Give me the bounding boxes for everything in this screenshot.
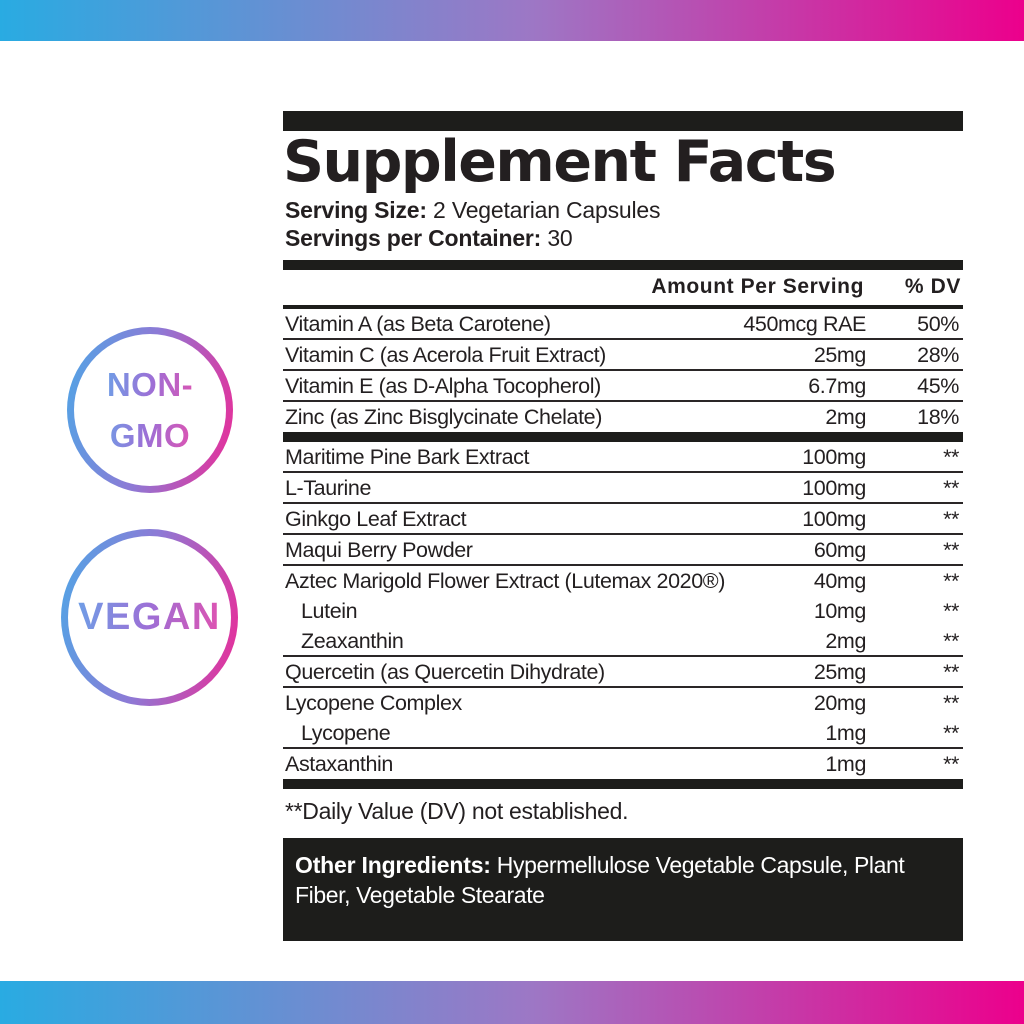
- ingredient-dv: **: [943, 568, 959, 593]
- ingredient-amount: 2mg: [825, 404, 866, 429]
- ingredient-dv: **: [943, 537, 959, 562]
- ingredient-name: L-Taurine: [285, 475, 372, 500]
- ingredient-dv: **: [943, 751, 959, 776]
- ingredient-name: Vitamin A (as Beta Carotene): [285, 311, 551, 336]
- ingredient-dv: **: [943, 659, 959, 684]
- ingredient-amount: 25mg: [813, 659, 867, 684]
- other-ingredients-box: Other Ingredients: Hypermellulose Vegeta…: [283, 837, 963, 941]
- ingredient-dv: **: [943, 720, 959, 745]
- ingredient-row: Maritime Pine Bark Extract 100mg **: [283, 442, 963, 473]
- ingredient-name: Maritime Pine Bark Extract: [285, 444, 530, 469]
- ingredient-name: Vitamin C (as Acerola Fruit Extract): [285, 342, 606, 367]
- ingredient-name: Lycopene: [301, 720, 391, 745]
- ingredient-amount: 100mg: [802, 444, 866, 469]
- ingredient-name: Zeaxanthin: [301, 628, 404, 653]
- ingredient-name: Zinc (as Zinc Bisglycinate Chelate): [285, 404, 602, 429]
- ingredient-dv: **: [943, 444, 959, 469]
- ingredient-dv: 45%: [917, 373, 959, 398]
- panel-top-bar: [283, 111, 963, 131]
- ingredient-dv: 28%: [917, 342, 959, 367]
- ingredient-row: Zeaxanthin 2mg **: [283, 626, 963, 657]
- serving-info: Serving Size: 2 Vegetarian Capsules Serv…: [285, 196, 963, 252]
- facts-rows: Vitamin A (as Beta Carotene) 450mcg RAE …: [283, 309, 963, 789]
- ingredient-row: Zinc (as Zinc Bisglycinate Chelate) 2mg …: [283, 402, 963, 432]
- header-underline: [283, 304, 963, 309]
- ingredient-row: Vitamin C (as Acerola Fruit Extract) 25m…: [283, 340, 963, 371]
- ingredient-amount: 20mg: [813, 690, 867, 715]
- dv-footnote: **Daily Value (DV) not established.: [285, 797, 629, 824]
- amount-per-serving-header: Amount Per Serving: [651, 274, 864, 298]
- ingredient-dv: **: [943, 475, 959, 500]
- servings-per-container-label: Servings per Container:: [285, 224, 542, 251]
- ingredient-row: Vitamin E (as D-Alpha Tocopherol) 6.7mg …: [283, 371, 963, 402]
- bottom-gradient-bar: [0, 981, 1024, 1024]
- section-divider-bar: [283, 431, 963, 442]
- ingredient-row: Quercetin (as Quercetin Dihydrate) 25mg …: [283, 657, 963, 688]
- percent-dv-header: % DV: [904, 274, 961, 298]
- ingredient-row: Astaxanthin 1mg **: [283, 749, 963, 779]
- serving-size-line: Serving Size: 2 Vegetarian Capsules: [285, 196, 963, 224]
- ingredient-row: L-Taurine 100mg **: [283, 473, 963, 504]
- ingredient-dv: **: [943, 628, 959, 653]
- ingredient-amount: 450mcg RAE: [743, 311, 866, 336]
- ingredient-row: Vitamin A (as Beta Carotene) 450mcg RAE …: [283, 309, 963, 340]
- ingredient-row: Aztec Marigold Flower Extract (Lutemax 2…: [283, 566, 963, 596]
- ingredient-row: Lutein 10mg **: [283, 596, 963, 626]
- serving-size-value: 2 Vegetarian Capsules: [433, 196, 661, 223]
- ingredient-amount: 10mg: [813, 598, 867, 623]
- ingredient-amount: 1mg: [825, 720, 866, 745]
- ingredient-amount: 40mg: [813, 568, 867, 593]
- ingredient-amount: 100mg: [802, 506, 866, 531]
- vegan-badge-inner: VEGAN: [68, 536, 231, 699]
- servings-per-container-value: 30: [547, 224, 573, 251]
- ingredient-name: Ginkgo Leaf Extract: [285, 506, 467, 531]
- section-divider-bar: [283, 778, 963, 789]
- serving-size-label: Serving Size:: [285, 196, 427, 223]
- ingredient-amount: 2mg: [825, 628, 866, 653]
- ingredient-name: Astaxanthin: [285, 751, 393, 776]
- ingredient-dv: **: [943, 690, 959, 715]
- ingredient-amount: 25mg: [813, 342, 867, 367]
- non-gmo-badge-text: NON- GMO: [107, 359, 193, 461]
- vegan-badge: VEGAN: [61, 529, 238, 706]
- non-gmo-badge: NON- GMO: [67, 327, 233, 493]
- non-gmo-badge-inner: NON- GMO: [74, 334, 226, 486]
- ingredient-name: Maqui Berry Powder: [285, 537, 473, 562]
- top-gradient-bar: [0, 0, 1024, 41]
- ingredient-dv: 18%: [917, 404, 959, 429]
- ingredient-name: Lutein: [301, 598, 358, 623]
- ingredient-amount: 60mg: [813, 537, 867, 562]
- ingredient-amount: 1mg: [825, 751, 866, 776]
- ingredient-dv: **: [943, 506, 959, 531]
- vegan-badge-text: VEGAN: [78, 596, 221, 638]
- ingredient-name: Aztec Marigold Flower Extract (Lutemax 2…: [285, 568, 725, 593]
- other-ingredients-value: Hypermellulose Vegetable Capsule, Plant …: [295, 851, 905, 908]
- supplement-facts-panel: Supplement Facts Serving Size: 2 Vegetar…: [283, 111, 963, 941]
- section-bar-above-header: [283, 259, 963, 270]
- ingredient-dv: 50%: [917, 311, 959, 336]
- ingredient-row: Lycopene Complex 20mg **: [283, 688, 963, 718]
- ingredient-row: Maqui Berry Powder 60mg **: [283, 535, 963, 566]
- ingredient-name: Quercetin (as Quercetin Dihydrate): [285, 659, 605, 684]
- ingredient-amount: 100mg: [802, 475, 866, 500]
- ingredient-name: Lycopene Complex: [285, 690, 462, 715]
- ingredient-row: Lycopene 1mg **: [283, 718, 963, 749]
- ingredient-row: Ginkgo Leaf Extract 100mg **: [283, 504, 963, 535]
- other-ingredients-label: Other Ingredients:: [295, 851, 491, 878]
- non-gmo-line1: NON-: [106, 365, 194, 403]
- ingredient-amount: 6.7mg: [808, 373, 866, 398]
- servings-per-container-line: Servings per Container: 30: [285, 224, 963, 252]
- panel-title: Supplement Facts: [283, 129, 837, 195]
- non-gmo-line2: GMO: [109, 417, 191, 454]
- ingredient-name: Vitamin E (as D-Alpha Tocopherol): [285, 373, 601, 398]
- ingredient-dv: **: [943, 598, 959, 623]
- facts-table-header: Amount Per Serving % DV: [283, 270, 963, 305]
